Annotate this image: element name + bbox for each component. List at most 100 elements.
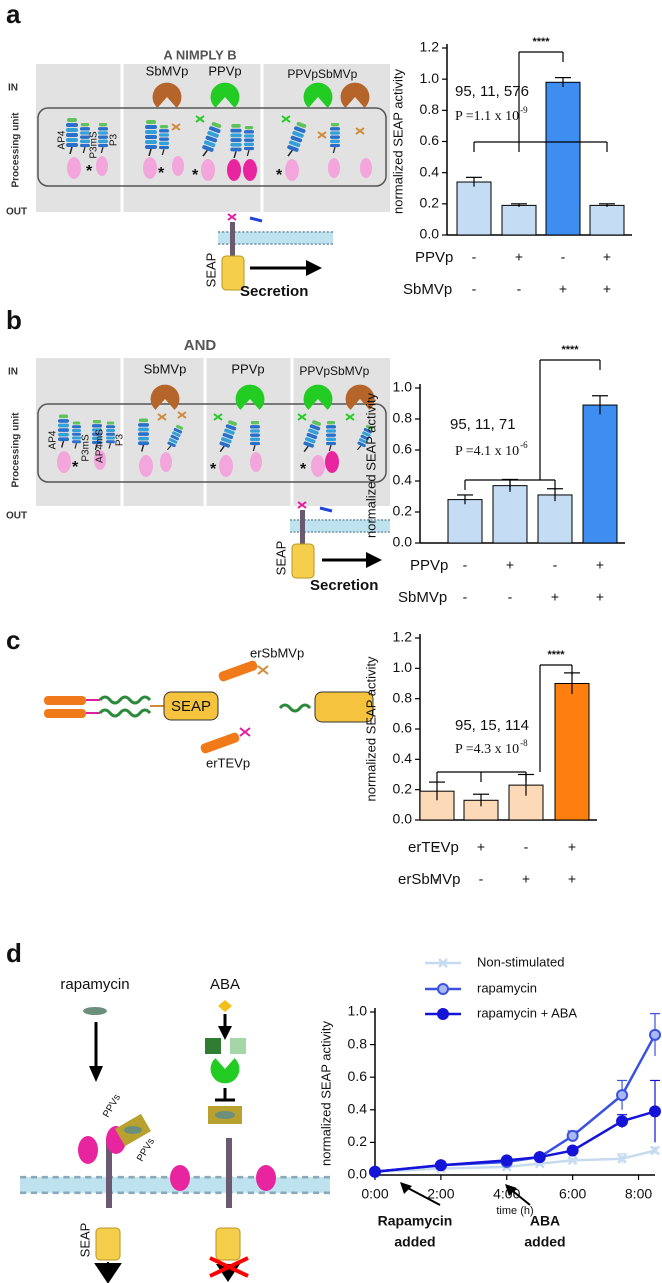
input-label: SbMVp [318, 67, 358, 81]
seap-icon [221, 255, 245, 291]
condition-sign: - [435, 839, 440, 855]
construct-part [311, 455, 325, 477]
y-tick-label: 0.8 [393, 689, 413, 705]
n-label: 95, 11, 71 [450, 416, 516, 433]
construct-part [172, 156, 184, 176]
legend-label: rapamycin [477, 980, 537, 995]
p-exponent: -8 [520, 738, 528, 748]
construct-part [317, 127, 365, 139]
anchor [226, 1138, 232, 1208]
condition-sign: + [603, 249, 611, 265]
anchor [106, 1138, 112, 1208]
condition-sign: + [568, 871, 576, 887]
anchor [300, 510, 305, 550]
bar [492, 485, 528, 544]
part-label: PPVs [101, 1092, 123, 1119]
construct-part [139, 455, 153, 477]
x-tick-label: 2:00 [427, 1186, 454, 1202]
part-label: P3mS [81, 434, 92, 462]
condition-sign: + [515, 249, 523, 265]
construct-part [96, 156, 108, 176]
annotation: ABA [530, 1213, 560, 1229]
marker [616, 1115, 629, 1128]
condition-label: erSbMVp [398, 871, 461, 888]
p-value: P =4.1 x 10 [455, 444, 519, 459]
y-tick-label: 0.4 [393, 472, 413, 488]
part-label: P3 [115, 433, 126, 446]
significance: **** [561, 344, 579, 356]
x-tick-label: 0:00 [361, 1186, 388, 1202]
protease-icon [200, 732, 240, 754]
arrow-head [89, 1066, 103, 1082]
seap-icon [291, 543, 315, 579]
construct-part: * [158, 165, 165, 182]
construct-part: * [192, 167, 199, 184]
construct-part: * [300, 461, 307, 478]
part-label: PPVs [135, 1136, 157, 1163]
part-label: P3 [109, 133, 120, 146]
significance: **** [532, 36, 550, 48]
part-label: AP4 [57, 130, 68, 149]
condition-sign: - [472, 281, 477, 297]
legend-label: Non-stimulated [477, 954, 564, 969]
line [374, 1034, 657, 1173]
coil [278, 703, 312, 713]
construct: * * * * [66, 115, 372, 184]
cleavage [227, 213, 237, 221]
diagram-d: rapamycin ABA PPVs PPVs SEAP [20, 976, 330, 1283]
annotation-arrow-head [400, 1182, 412, 1194]
scissors [257, 665, 269, 675]
output-label: Secretion [240, 283, 308, 300]
protease-label: erTEVp [206, 755, 250, 770]
input-label: PPVp [208, 63, 241, 78]
y-axis-label: normalized SEAP activity [363, 393, 378, 538]
diagram-c: SEAP erSbMVp erTEVp [44, 645, 374, 770]
y-axis-label: normalized SEAP activity [363, 656, 378, 801]
legend-marker [438, 958, 448, 968]
marker [650, 1145, 660, 1156]
construct-part [360, 158, 372, 178]
y-tick-label: 1.2 [393, 629, 413, 645]
condition-sign: - [435, 871, 440, 887]
diagram-a: A NIMPLY B IN Processing unit OUT SbMVp … [6, 44, 390, 300]
annotation-arrow [403, 1185, 441, 1206]
row-label: IN [8, 83, 18, 94]
input-label: SbMVp [144, 361, 187, 376]
line [374, 1110, 656, 1173]
y-tick-label: 0.2 [348, 1133, 368, 1149]
condition-sign: + [603, 281, 611, 297]
condition-sign: + [477, 839, 485, 855]
condition-sign: - [561, 249, 566, 265]
construct-part [94, 450, 106, 470]
y-tick-label: 1.0 [420, 70, 440, 86]
bar [554, 683, 590, 821]
tag [319, 506, 333, 513]
marker [566, 1144, 579, 1157]
condition-sign: + [596, 589, 604, 605]
legend-marker [437, 1008, 449, 1020]
background [36, 358, 390, 506]
construct-part [243, 159, 257, 181]
condition-sign: + [596, 557, 604, 573]
tag [249, 216, 263, 223]
diagram-title: AND [184, 337, 217, 354]
condition-sign: + [559, 281, 567, 297]
y-tick-label: 0.8 [393, 410, 413, 426]
panel-label: d [6, 938, 22, 968]
input-label: PPVp [287, 67, 318, 81]
condition-label: SbMVp [398, 589, 447, 606]
arrow-head [306, 260, 322, 276]
y-tick-label: 0.8 [348, 1035, 368, 1051]
marker [617, 1153, 627, 1164]
bar [545, 81, 581, 236]
y-axis-label: normalized SEAP activity [390, 69, 405, 214]
construct: * * * [57, 411, 375, 478]
marker [434, 1159, 447, 1172]
reporter-label: SEAP [171, 698, 211, 715]
bar [589, 204, 625, 236]
bar [582, 404, 618, 544]
y-tick-label: 1.0 [393, 659, 413, 675]
output-label: Secretion [310, 577, 378, 594]
construct-part [195, 115, 205, 123]
cleavage [297, 501, 307, 509]
